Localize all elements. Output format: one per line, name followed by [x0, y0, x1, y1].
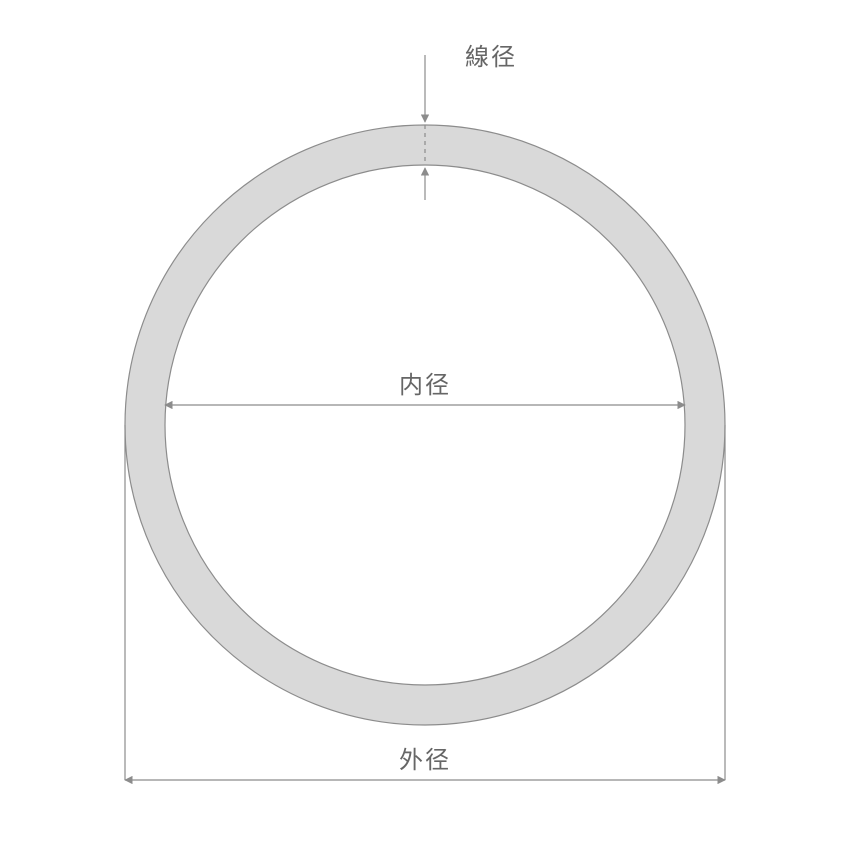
inner-diameter-label: 内径	[399, 372, 451, 399]
outer-diameter-label: 外径	[399, 747, 451, 774]
ring-dimension-diagram: 内径 外径 線径	[0, 0, 850, 850]
ring-shape	[125, 125, 725, 725]
wire-diameter-label: 線径	[465, 44, 517, 71]
